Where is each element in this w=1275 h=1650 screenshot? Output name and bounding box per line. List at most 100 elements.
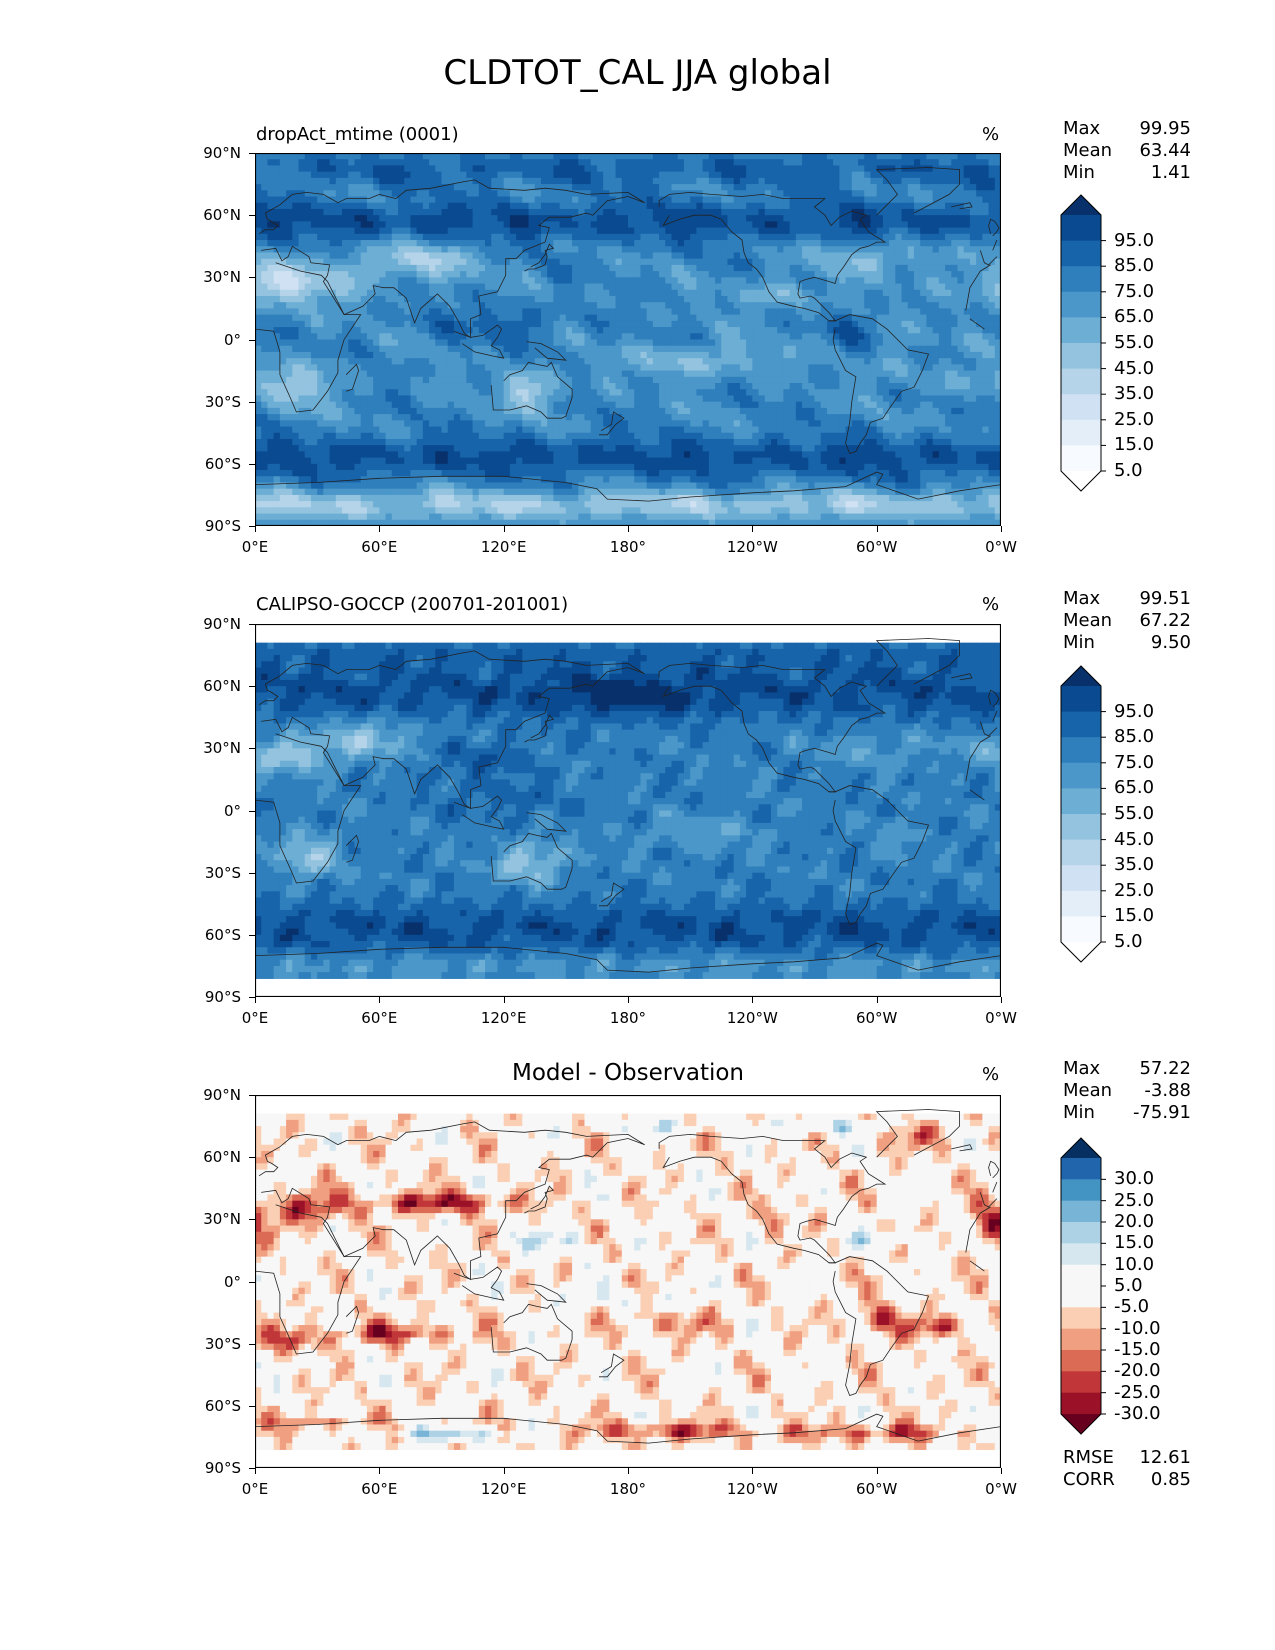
- grid-cell: [273, 165, 281, 173]
- grid-cell: [447, 333, 455, 341]
- grid-cell: [329, 246, 337, 254]
- grid-cell: [460, 196, 467, 204]
- grid-cell: [945, 252, 952, 260]
- grid-cell: [298, 246, 306, 254]
- grid-cell: [721, 327, 729, 334]
- grid-cell: [882, 233, 890, 241]
- grid-cell: [292, 345, 300, 353]
- grid-cell: [590, 165, 598, 173]
- grid-cell: [373, 376, 380, 384]
- grid-cell: [640, 264, 648, 272]
- grid-cell: [441, 401, 449, 409]
- grid-cell: [665, 190, 673, 198]
- grid-cell: [279, 227, 287, 235]
- grid-cell: [323, 295, 331, 303]
- grid-cell: [466, 295, 474, 303]
- grid-cell: [485, 314, 492, 322]
- grid-cell: [870, 320, 878, 328]
- grid-cell: [764, 314, 772, 322]
- grid-cell: [528, 184, 536, 191]
- grid-cell: [951, 153, 959, 160]
- grid-cell: [988, 190, 996, 198]
- grid-cell: [422, 258, 430, 266]
- grid-cell: [354, 302, 362, 310]
- grid-cell: [497, 345, 505, 353]
- grid-cell: [901, 339, 909, 347]
- grid-cell: [777, 165, 785, 173]
- grid-cell: [615, 345, 623, 353]
- grid-cell: [646, 407, 654, 415]
- grid-cell: [559, 153, 567, 160]
- grid-cell: [547, 202, 554, 210]
- grid-cell: [298, 320, 306, 328]
- grid-cell: [615, 258, 623, 266]
- grid-cell: [845, 153, 853, 160]
- grid-cell: [354, 258, 362, 266]
- grid-cell: [820, 395, 828, 403]
- grid-cell: [286, 308, 293, 316]
- grid-cell: [858, 202, 865, 210]
- grid-cell: [621, 302, 629, 310]
- grid-cell: [721, 196, 729, 204]
- grid-cell: [932, 339, 940, 347]
- grid-cell: [572, 376, 579, 384]
- grid-cell: [422, 252, 430, 260]
- grid-cell: [690, 190, 697, 198]
- grid-cell: [559, 202, 567, 210]
- grid-cell: [553, 190, 561, 198]
- grid-cell: [317, 246, 324, 254]
- grid-cell: [310, 252, 318, 260]
- grid-cell: [715, 208, 722, 216]
- grid-cell: [640, 208, 648, 216]
- grid-cell: [783, 233, 791, 241]
- grid-cell: [578, 308, 586, 316]
- grid-cell: [994, 277, 1001, 285]
- grid-cell: [994, 227, 1001, 235]
- grid-cell: [901, 240, 909, 247]
- grid-cell: [839, 320, 847, 328]
- grid-cell: [304, 339, 312, 347]
- grid-cell: [379, 358, 387, 365]
- grid-cell: [926, 252, 934, 260]
- grid-cell: [808, 202, 816, 210]
- grid-cell: [652, 345, 660, 353]
- grid-cell: [708, 215, 716, 222]
- grid-cell: [988, 258, 996, 266]
- grid-cell: [739, 345, 747, 353]
- grid-cell: [460, 277, 467, 285]
- grid-cell: [453, 314, 461, 322]
- grid-cell: [882, 227, 890, 235]
- grid-cell: [976, 333, 983, 341]
- grid-cell: [497, 320, 505, 328]
- grid-cell: [547, 196, 554, 204]
- grid-cell: [795, 171, 803, 179]
- grid-cell: [348, 302, 356, 310]
- grid-cell: [267, 308, 275, 316]
- grid-cell: [441, 308, 449, 316]
- grid-cell: [590, 376, 598, 384]
- grid-cell: [621, 283, 629, 291]
- grid-cell: [752, 153, 760, 160]
- grid-cell: [777, 401, 785, 409]
- grid-cell: [957, 258, 965, 266]
- grid-cell: [453, 233, 461, 241]
- grid-cell: [976, 258, 983, 266]
- grid-cell: [677, 196, 685, 204]
- min-value: 1.41: [1151, 162, 1191, 184]
- grid-cell: [721, 401, 729, 409]
- grid-cell: [969, 171, 977, 179]
- grid-cell: [777, 314, 785, 322]
- grid-cell: [926, 277, 934, 285]
- grid-cell: [820, 389, 828, 397]
- grid-cell: [851, 383, 859, 390]
- grid-cell: [391, 277, 399, 285]
- grid-cell: [932, 252, 940, 260]
- grid-cell: [789, 233, 797, 241]
- grid-cell: [335, 295, 343, 303]
- grid-cell: [683, 271, 691, 278]
- grid-cell: [553, 364, 561, 372]
- grid-cell: [752, 383, 760, 390]
- grid-cell: [559, 302, 567, 310]
- grid-cell: [920, 215, 927, 222]
- grid-cell: [963, 264, 971, 272]
